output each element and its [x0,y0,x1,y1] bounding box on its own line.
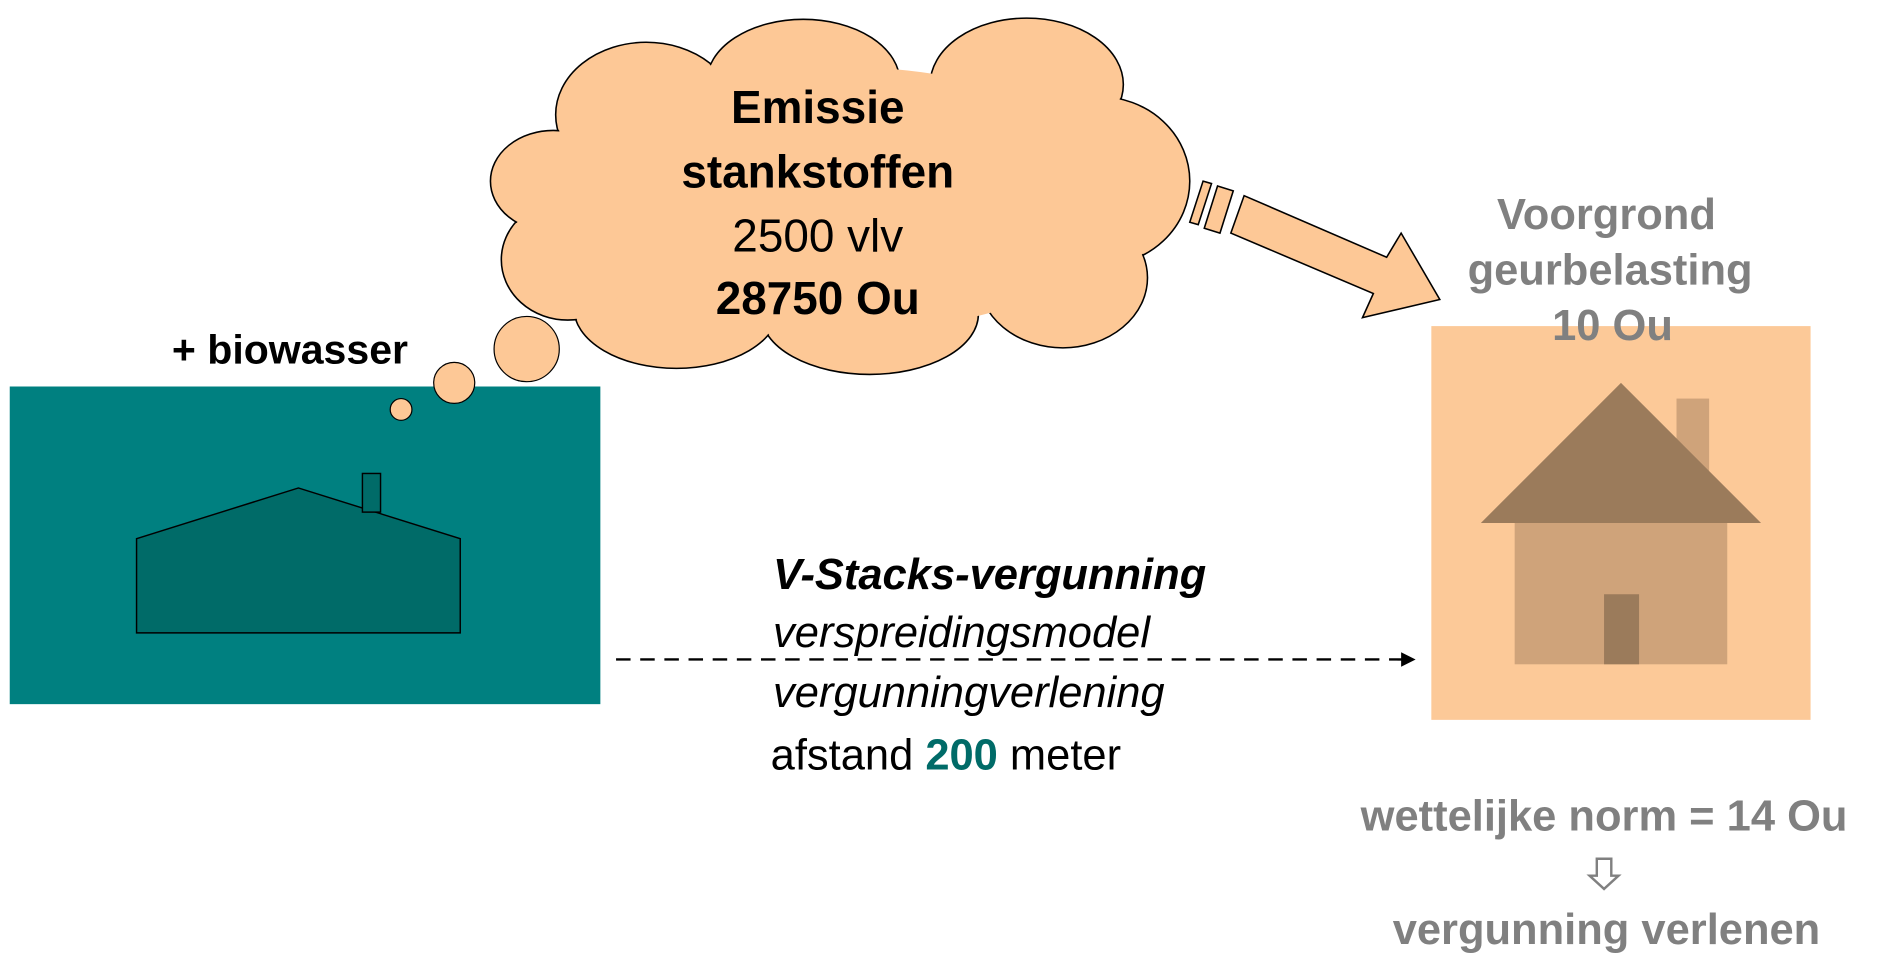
house-line: geurbelasting [1468,246,1753,294]
block-arrow [1190,181,1440,317]
cloud-line: 2500 vlv [732,209,903,261]
distance-prefix: afstand [771,732,914,780]
farm-label: + biowasser [172,327,408,373]
cloud-line: 28750 Ou [716,272,920,324]
norm: wettelijke norm = 14 Ou [1360,792,1848,840]
method-line: vergunningverlening [773,669,1165,717]
distance-value: 200 [925,732,998,780]
distance: afstand 200 meter [771,732,1121,780]
cloud-line: Emissie [731,81,904,133]
diagram: + biowasser Emissie [0,0,1894,959]
bubble [434,362,475,403]
arrow-head [1401,652,1415,666]
barn-chimney [362,473,380,512]
page: {"cloud": {"lines": ["Emissie", "stankst… [0,0,1894,959]
bubble [390,399,412,421]
method-line: verspreidingsmodel [773,609,1151,657]
method-title: V-Stacks-vergunning [773,551,1206,599]
house-line: Voorgrond [1497,191,1716,239]
cloud-line: stankstoffen [681,145,954,197]
distance-suffix: meter [1010,732,1121,780]
bubble [494,316,559,381]
house-line: 10 Ou [1552,302,1673,350]
result: vergunning verlenen [1393,906,1821,954]
down-arrow [1590,859,1619,889]
house-door [1604,594,1639,664]
